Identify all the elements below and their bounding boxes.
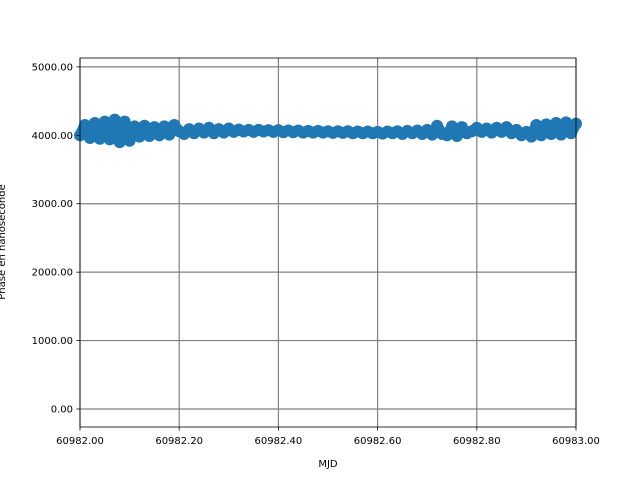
data-point [108,113,121,126]
axis-ticks: 60982.00 60982.20 60982.40 60982.60 60982.80… [32,62,600,447]
data-point [565,127,578,140]
x-tick-label: 60982.40 [255,436,303,447]
data-point [426,128,439,141]
data-point [163,128,176,141]
plot-frame [79,57,577,428]
data-series [74,113,582,149]
x-tick-label: 60982.00 [56,436,104,447]
data-point [555,128,568,141]
data-point [78,119,91,132]
data-point [88,117,101,130]
x-tick-label: 60983.00 [552,436,600,447]
data-point [83,132,96,145]
data-point [128,120,141,133]
x-tick-label: 60982.80 [453,436,501,447]
y-axis-label: Phase en nanoseconde [0,184,8,299]
data-point [103,133,116,146]
data-point [446,120,458,133]
data-point [535,129,548,142]
grid [79,58,577,427]
data-point [113,136,126,149]
y-tick-label: 4000.00 [32,131,73,142]
y-tick-label: 0.00 [51,405,73,416]
data-point [143,130,156,143]
data-point [560,116,573,129]
data-point [153,129,166,142]
data-point [118,115,131,128]
data-point [530,119,543,132]
data-point [525,130,538,143]
data-point [450,130,463,143]
x-axis-label: MJD [318,459,338,470]
data-point [441,129,454,142]
x-tick-label: 60982.20 [155,436,203,447]
data-point [540,118,553,131]
data-point [138,119,151,132]
x-tick-label: 60982.60 [354,436,402,447]
data-point [98,115,111,128]
data-point [545,127,558,140]
data-point [93,132,106,145]
data-point [123,134,136,147]
y-tick-label: 5000.00 [32,62,73,73]
data-point [550,117,563,130]
y-tick-label: 1000.00 [32,336,73,347]
y-tick-label: 3000.00 [32,199,73,210]
y-tick-label: 2000.00 [32,268,73,279]
data-point [133,130,146,143]
